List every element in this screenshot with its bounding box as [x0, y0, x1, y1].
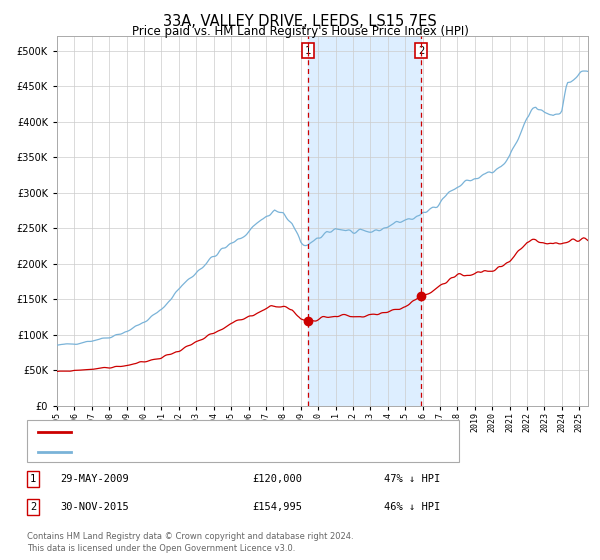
Text: 1: 1 — [305, 45, 311, 55]
Text: £154,995: £154,995 — [252, 502, 302, 512]
Text: 30-NOV-2015: 30-NOV-2015 — [60, 502, 129, 512]
Text: 2: 2 — [418, 45, 424, 55]
Bar — [308, 36, 421, 406]
Text: 29-MAY-2009: 29-MAY-2009 — [60, 474, 129, 484]
Text: 33A, VALLEY DRIVE, LEEDS, LS15 7ES: 33A, VALLEY DRIVE, LEEDS, LS15 7ES — [163, 14, 437, 29]
Text: Contains HM Land Registry data © Crown copyright and database right 2024.
This d: Contains HM Land Registry data © Crown c… — [27, 533, 353, 553]
Text: 2: 2 — [30, 502, 36, 512]
Text: 47% ↓ HPI: 47% ↓ HPI — [384, 474, 440, 484]
Text: 33A, VALLEY DRIVE, LEEDS, LS15 7ES (detached house): 33A, VALLEY DRIVE, LEEDS, LS15 7ES (deta… — [77, 427, 367, 437]
Text: Price paid vs. HM Land Registry's House Price Index (HPI): Price paid vs. HM Land Registry's House … — [131, 25, 469, 38]
Text: HPI: Average price, detached house, Leeds: HPI: Average price, detached house, Leed… — [77, 446, 300, 456]
Text: 46% ↓ HPI: 46% ↓ HPI — [384, 502, 440, 512]
Text: 1: 1 — [30, 474, 36, 484]
Text: £120,000: £120,000 — [252, 474, 302, 484]
